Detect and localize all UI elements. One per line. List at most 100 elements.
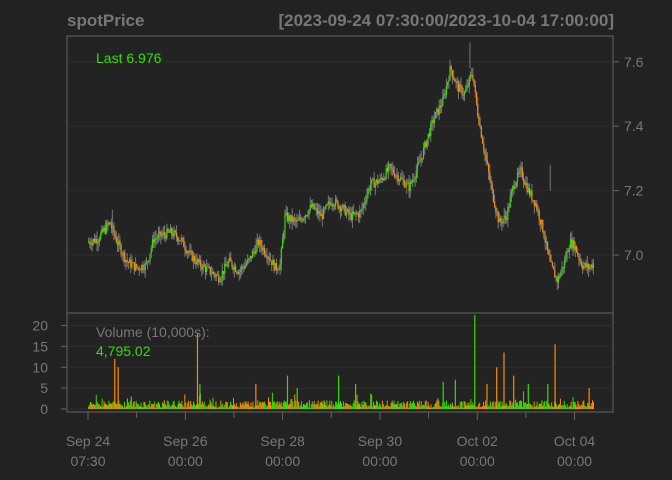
volume-bar	[293, 406, 295, 409]
candle-body	[554, 269, 556, 278]
volume-label: Volume (10,000s):	[96, 324, 210, 340]
candle-body	[251, 251, 254, 259]
volume-bar	[537, 407, 539, 409]
candle-body	[414, 178, 416, 180]
candle-body	[338, 206, 340, 209]
volume-bar	[592, 400, 594, 409]
volume-bar	[330, 405, 332, 409]
volume-bar	[332, 406, 334, 409]
candle-body	[533, 200, 535, 206]
candle-body	[127, 262, 129, 264]
volume-bar	[267, 405, 269, 409]
candle-body	[380, 178, 382, 180]
volume-spike-bar	[296, 388, 298, 409]
candle-body	[234, 266, 237, 272]
volume-bar	[466, 403, 468, 409]
candle-body	[497, 211, 499, 223]
candle-body	[402, 178, 404, 181]
volume-bar	[219, 407, 221, 409]
volume-bar	[302, 406, 304, 409]
candle-body	[273, 260, 275, 271]
candle-body	[455, 81, 457, 83]
volume-bar	[489, 401, 491, 409]
candle-body	[309, 205, 311, 210]
volume-bar	[290, 399, 292, 409]
volume-bar	[317, 400, 319, 409]
volume-bar	[225, 401, 227, 409]
volume-bar	[580, 405, 582, 409]
candle-body	[262, 247, 264, 251]
volume-bar	[364, 402, 366, 409]
candle-body	[468, 76, 470, 86]
volume-bar	[212, 397, 214, 409]
volume-bar	[450, 405, 452, 409]
candle-body	[426, 139, 428, 148]
volume-bar	[485, 400, 487, 409]
volume-bar	[432, 407, 434, 409]
volume-bar	[161, 402, 163, 409]
volume-bar	[223, 406, 225, 409]
volume-bar	[245, 402, 247, 409]
volume-bar	[451, 402, 453, 409]
volume-bar	[504, 405, 506, 409]
candle-body	[289, 215, 291, 222]
candle-body	[101, 228, 103, 234]
x-tick-label-time: 00:00	[362, 453, 397, 469]
candle-body	[144, 262, 146, 271]
volume-bar	[123, 401, 125, 409]
candle-body	[560, 272, 562, 277]
volume-bar	[551, 402, 553, 409]
volume-bar	[389, 406, 391, 409]
candle-body	[372, 178, 374, 180]
volume-y-tick-label: 0	[40, 401, 48, 417]
volume-bar	[413, 402, 415, 409]
candle-body	[515, 182, 517, 187]
volume-bar	[307, 407, 309, 409]
volume-bar	[94, 404, 96, 409]
candle-body	[471, 74, 473, 76]
candle-body	[308, 209, 310, 215]
candle-body	[567, 251, 569, 253]
volume-bar	[393, 400, 395, 409]
volume-bar	[204, 405, 206, 409]
volume-bar	[326, 400, 328, 409]
candle-body	[90, 244, 92, 246]
candle-body	[189, 250, 191, 253]
volume-bar	[424, 401, 426, 409]
candle-body	[155, 238, 157, 240]
candle-body	[442, 97, 444, 106]
candle-body	[213, 272, 215, 275]
volume-bar	[87, 406, 89, 409]
candle-body	[280, 248, 282, 265]
volume-bar	[163, 400, 165, 409]
candle-body	[214, 274, 216, 277]
volume-bar	[152, 404, 154, 409]
candle-body	[589, 267, 591, 269]
volume-bar	[282, 403, 284, 409]
candle-body	[432, 120, 434, 123]
volume-bar	[188, 400, 190, 409]
candle-body	[439, 105, 441, 108]
candle-body	[342, 204, 344, 209]
volume-bar	[353, 400, 355, 409]
candle-body	[383, 178, 385, 181]
volume-bar	[238, 407, 240, 409]
candle-body	[492, 189, 495, 202]
candle-body	[94, 238, 96, 243]
candle-body	[440, 105, 443, 108]
candle-body	[161, 234, 163, 237]
volume-bar	[559, 398, 561, 409]
candle-body	[545, 241, 548, 243]
volume-bar	[464, 401, 466, 409]
x-tick-label-date: Oct 04	[554, 433, 595, 449]
candle-body	[409, 181, 411, 192]
candle-body	[277, 269, 279, 271]
volume-bar	[275, 402, 277, 409]
candle-body	[486, 159, 488, 164]
volume-bar	[576, 407, 578, 409]
candle-body	[192, 256, 195, 262]
candle-body	[375, 179, 378, 183]
volume-bar	[366, 404, 368, 409]
volume-bar	[256, 405, 258, 409]
volume-bar	[507, 406, 509, 409]
